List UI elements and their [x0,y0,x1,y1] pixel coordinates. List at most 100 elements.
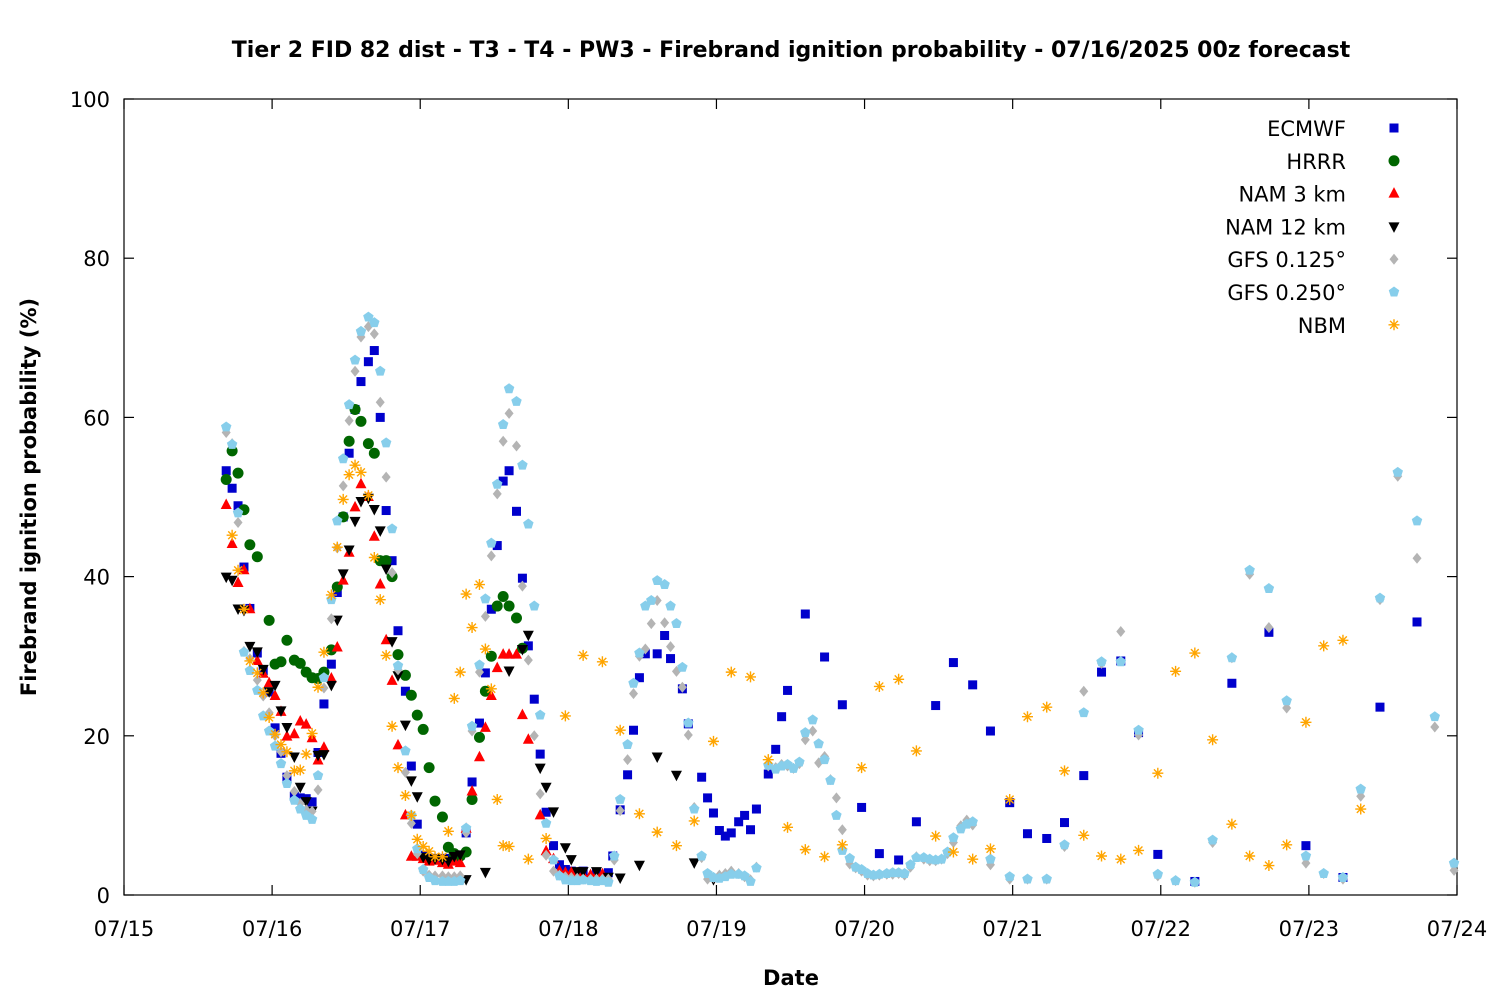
data-point-nbm [1337,634,1349,646]
data-point-nam-3-km [473,750,485,762]
data-point-ecmwf [1227,678,1237,688]
data-point-gfs-0-250 [1448,857,1460,868]
data-point-gfs-0-250 [1096,656,1107,667]
data-point-nam-12-km [343,545,355,557]
data-point-nam-12-km [559,843,571,854]
data-point-hrrr [220,473,232,485]
data-point-gfs-0-250 [1263,583,1275,593]
data-point-gfs-0-125 [683,729,693,741]
data-point-gfs-0-250 [689,803,700,814]
data-point-gfs-0-125 [338,480,348,492]
data-point-gfs-0-250 [337,453,349,464]
data-point-nam-12-km [670,770,682,782]
data-point-ecmwf [751,804,761,814]
data-point-gfs-0-125 [480,610,490,622]
data-point-gfs-0-125 [541,849,551,861]
data-point-ecmwf [777,712,787,722]
data-point-hrrr [436,811,448,823]
data-point-nam-3-km [331,640,343,652]
data-point-nbm [1318,640,1330,652]
data-point-nbm [873,680,885,692]
data-point-gfs-0-125 [511,440,521,452]
data-point-gfs-0-125 [666,641,676,653]
data-point-gfs-0-250 [985,853,996,864]
legend-label-gfs-0-125: GFS 0.125° [1227,248,1346,272]
x-tick-label: 07/23 [1279,917,1340,941]
data-point-nbm [312,681,324,693]
data-point-gfs-0-250 [517,459,528,470]
data-point-nbm [782,821,794,833]
data-point-nbm [651,826,663,838]
data-point-nbm [762,754,774,766]
data-point-gfs-0-250 [392,660,404,671]
data-point-nam-12-km [479,867,491,879]
data-point-hrrr [429,795,441,807]
data-point-nbm [1355,803,1367,815]
data-point-nbm [374,594,386,606]
data-point-gfs-0-250 [380,437,392,448]
data-point-gfs-0-125 [623,754,633,766]
y-tick-label: 80 [83,247,110,271]
legend: ECMWF HRRR NAM 3 km NAM 12 km GFS 0.125° GFS … [1225,117,1400,338]
data-point-ecmwf [763,769,773,779]
data-point-gfs-0-250 [281,778,293,789]
data-point-nam-12-km [368,504,380,516]
data-point-nbm [1078,829,1090,841]
data-point-nam-3-km [516,708,528,720]
data-point-gfs-0-250 [1004,871,1015,882]
data-point-gfs-0-250 [1281,695,1292,706]
data-point-gfs-0-250 [480,593,491,604]
data-point-nbm [745,671,757,683]
data-point-nbm [355,466,367,478]
data-point-gfs-0-250 [332,515,343,526]
data-point-gfs-0-250 [1226,652,1238,663]
data-point-ecmwf [894,855,904,865]
data-point-gfs-0-125 [831,792,841,804]
data-point-gfs-0-250 [238,646,250,657]
series-nbm [226,459,1367,872]
data-point-gfs-0-250 [665,600,676,611]
data-point-nam-3-km [374,578,386,589]
data-point-nam-12-km [226,575,238,587]
data-point-nam-3-km [294,714,306,726]
data-point-gfs-0-125 [233,516,243,528]
data-point-ecmwf [541,807,551,817]
data-point-nbm [614,724,626,736]
data-point-nam-3-km [466,785,478,796]
data-point-nam-3-km [491,661,503,673]
data-point-gfs-0-250 [819,754,830,765]
data-point-nbm [1004,793,1016,805]
data-point-nam-3-km [510,648,522,659]
data-point-gfs-0-125 [1079,685,1089,697]
data-point-nam-3-km [534,808,546,820]
data-point-nbm [503,840,515,852]
data-point-ecmwf [726,828,736,838]
data-point-nbm [442,825,454,837]
data-point-nbm [497,840,509,852]
data-point-ecmwf [820,652,830,662]
data-point-nam-12-km [294,782,306,794]
data-point-gfs-0-250 [355,325,367,336]
data-point-gfs-0-250 [349,354,361,365]
legend-marker-gfs-0-125 [1389,253,1399,265]
data-point-ecmwf [393,626,403,636]
data-point-nbm [1115,853,1127,865]
data-point-nbm [306,727,318,739]
data-point-gfs-0-250 [220,421,232,432]
data-point-nbm [368,552,380,563]
data-point-nam-12-km [281,723,293,734]
data-point-ecmwf [623,770,633,780]
data-point-nbm [947,846,959,858]
data-point-hrrr [368,447,380,459]
data-point-ecmwf [356,377,366,387]
data-point-ecmwf [511,506,521,516]
data-point-gfs-0-125 [837,824,847,836]
x-tick-label: 07/19 [686,917,747,941]
data-point-gfs-0-125 [517,580,527,592]
data-point-hrrr [392,649,404,661]
data-point-nbm [294,764,306,776]
data-point-nbm [799,844,811,856]
data-point-gfs-0-250 [1041,873,1052,884]
data-point-nbm [466,622,478,634]
data-point-nbm [343,469,355,481]
